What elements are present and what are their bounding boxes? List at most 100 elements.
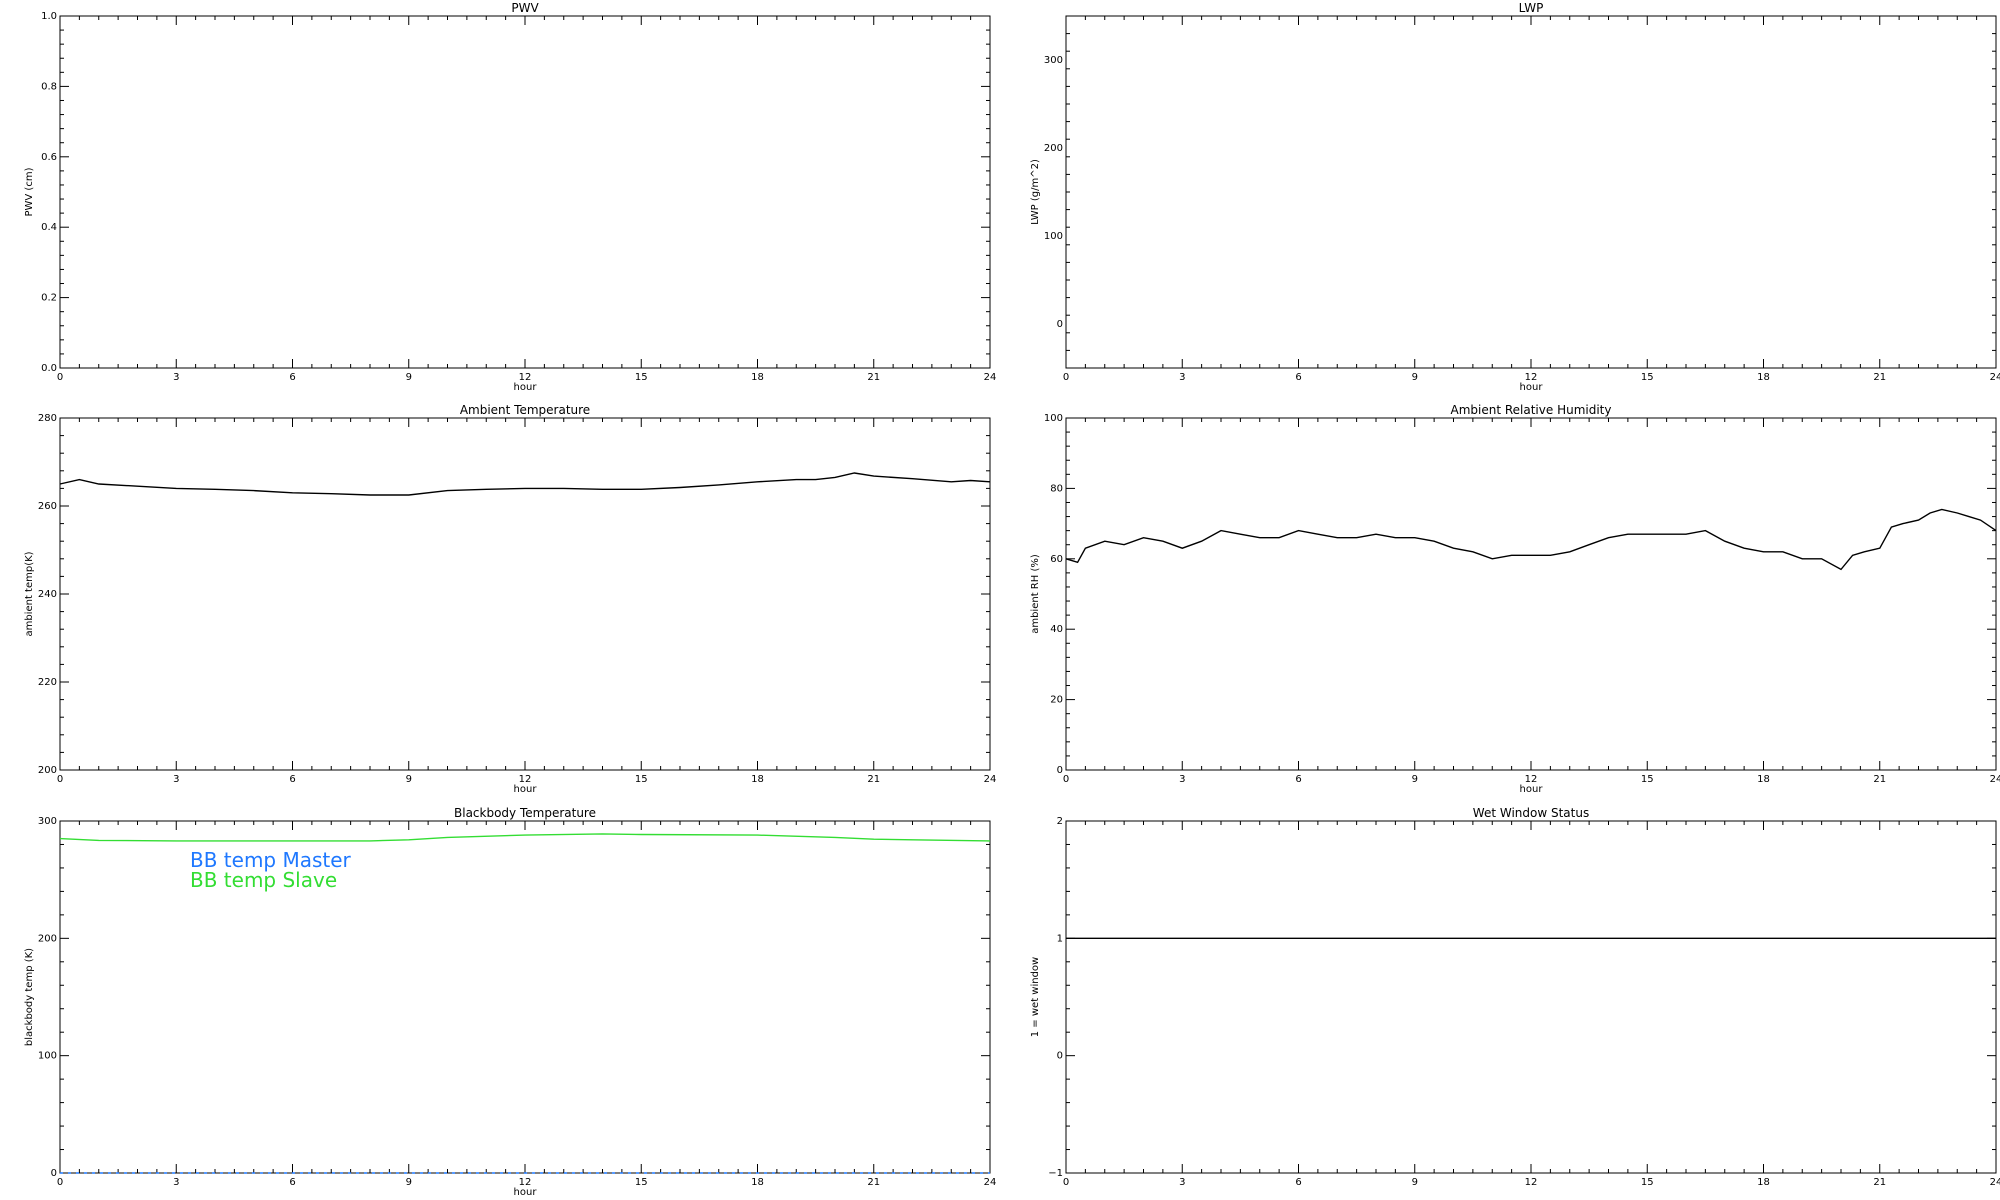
y-tick-label: 200: [38, 765, 57, 776]
legend-entry: BB temp Master: [190, 848, 352, 872]
x-tick-label: 18: [1757, 774, 1770, 785]
chart-title: Blackbody Temperature: [454, 806, 596, 820]
chart-title: PWV: [511, 1, 539, 15]
x-tick-label: 12: [1525, 372, 1538, 383]
x-tick-label: 6: [1295, 774, 1301, 785]
series-line-bb-temp-slave: [59, 833, 991, 842]
x-tick-label: 0: [57, 774, 63, 785]
x-tick-label: 6: [289, 1177, 295, 1188]
series-line-1: [1065, 508, 1997, 571]
y-axis-label: LWP (g/m^2): [1030, 159, 1041, 225]
x-tick-label: 9: [406, 1177, 412, 1188]
x-tick-label: 0: [57, 1177, 63, 1188]
y-tick-label: 60: [1050, 554, 1063, 565]
panel-1: PWV 0 3 6 9 12 15 18 21 24 0.0 0.2 0.4 0.6 0.8 1.0 hour P…: [24, 1, 996, 393]
y-axis-label: ambient temp(K): [24, 551, 35, 636]
x-tick-label: 24: [984, 1177, 997, 1188]
x-tick-label: 0: [57, 372, 63, 383]
x-tick-label: 0: [1063, 372, 1069, 383]
x-tick-label: 24: [1990, 372, 2000, 383]
x-tick-label: 18: [751, 774, 764, 785]
x-axis-label: hour: [514, 1187, 538, 1198]
y-tick-label: 20: [1050, 695, 1063, 706]
x-tick-label: 21: [1873, 774, 1886, 785]
x-tick-label: 9: [1412, 774, 1418, 785]
x-tick-label: 21: [1873, 372, 1886, 383]
x-tick-label: 3: [173, 372, 179, 383]
y-tick-label: 0: [1057, 319, 1063, 330]
y-tick-label: 40: [1050, 624, 1063, 635]
chart-title: Ambient Relative Humidity: [1451, 403, 1612, 417]
chart-title: LWP: [1519, 1, 1544, 15]
y-tick-label: 300: [1044, 55, 1063, 66]
x-tick-label: 12: [519, 1177, 532, 1188]
x-tick-label: 9: [406, 774, 412, 785]
legend-entry: BB temp Slave: [190, 868, 337, 892]
y-tick-label: 200: [38, 933, 57, 944]
y-axis-label: PWV (cm): [24, 167, 35, 216]
x-tick-label: 6: [289, 372, 295, 383]
x-tick-label: 24: [984, 774, 997, 785]
plot-frame: [1065, 15, 1997, 369]
panel-4: Ambient Relative Humidity 0 3 6 9 12 15 18 21 24 0…: [1030, 403, 2000, 795]
y-tick-label: 0: [1057, 1051, 1063, 1062]
x-tick-label: 18: [1757, 1177, 1770, 1188]
y-tick-label: 100: [38, 1051, 57, 1062]
y-tick-label: 220: [38, 677, 57, 688]
y-tick-label: 280: [38, 413, 57, 424]
y-tick-label: 200: [1044, 143, 1063, 154]
x-tick-label: 21: [867, 1177, 880, 1188]
y-axis-label: blackbody temp (K): [24, 948, 35, 1046]
chart-title: Wet Window Status: [1473, 806, 1589, 820]
x-tick-label: 9: [1412, 372, 1418, 383]
x-tick-label: 9: [406, 372, 412, 383]
y-axis-label: 1 = wet window: [1030, 957, 1041, 1037]
y-tick-label: 80: [1050, 483, 1063, 494]
x-tick-label: 24: [1990, 774, 2000, 785]
x-axis-label: hour: [1520, 382, 1544, 393]
plot-frame: [1065, 417, 1997, 771]
y-tick-label: −1: [1048, 1168, 1063, 1179]
x-tick-label: 12: [1525, 774, 1538, 785]
y-tick-label: 0: [1057, 765, 1063, 776]
panel-2: LWP 0 3 6 9 12 15 18 21 24 0 100 200 300 hour LWP (g/m^…: [1030, 1, 2000, 393]
x-axis-label: hour: [514, 382, 538, 393]
x-tick-label: 18: [751, 1177, 764, 1188]
y-tick-label: 0.6: [41, 152, 57, 163]
panel-5: Blackbody Temperature 0 3 6 9 12 15 18 21 24 0 100 2…: [24, 806, 996, 1198]
x-tick-label: 12: [519, 372, 532, 383]
x-tick-label: 3: [1179, 372, 1185, 383]
x-tick-label: 21: [867, 774, 880, 785]
x-tick-label: 15: [635, 1177, 648, 1188]
y-tick-label: 0.8: [41, 81, 57, 92]
x-tick-label: 21: [1873, 1177, 1886, 1188]
x-tick-label: 12: [519, 774, 532, 785]
x-tick-label: 24: [1990, 1177, 2000, 1188]
panel-3: Ambient Temperature 0 3 6 9 12 15 18 21 24 200 220 2…: [24, 403, 996, 795]
x-tick-label: 21: [867, 372, 880, 383]
x-tick-label: 12: [1525, 1177, 1538, 1188]
y-tick-label: 0: [51, 1168, 57, 1179]
series-line-1: [59, 472, 991, 496]
x-tick-label: 6: [1295, 1177, 1301, 1188]
plot-frame: [1065, 820, 1997, 1174]
x-tick-label: 15: [1641, 372, 1654, 383]
x-tick-label: 3: [1179, 1177, 1185, 1188]
y-tick-label: 1: [1057, 933, 1063, 944]
y-tick-label: 0.2: [41, 293, 57, 304]
x-tick-label: 3: [173, 1177, 179, 1188]
x-tick-label: 0: [1063, 1177, 1069, 1188]
plot-frame: [59, 15, 991, 369]
x-tick-label: 0: [1063, 774, 1069, 785]
x-tick-label: 3: [173, 774, 179, 785]
x-tick-label: 9: [1412, 1177, 1418, 1188]
y-tick-label: 1.0: [41, 11, 57, 22]
y-tick-label: 100: [1044, 231, 1063, 242]
y-axis-label: ambient RH (%): [1030, 554, 1041, 634]
x-tick-label: 15: [635, 372, 648, 383]
x-axis-label: hour: [1520, 784, 1544, 795]
x-tick-label: 6: [1295, 372, 1301, 383]
x-tick-label: 15: [635, 774, 648, 785]
